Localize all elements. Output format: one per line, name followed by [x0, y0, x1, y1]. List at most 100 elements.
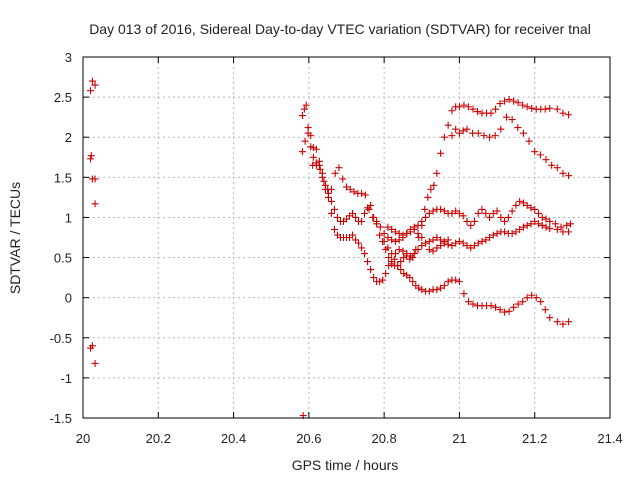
y-tick-label: 1.5	[54, 170, 72, 185]
data-point-marker	[548, 161, 556, 169]
data-point-marker	[482, 236, 490, 244]
data-point-marker	[418, 234, 426, 241]
data-point-marker	[382, 270, 390, 278]
y-tick-label: -1.5	[50, 411, 72, 426]
data-point-marker	[565, 228, 573, 236]
data-point-marker	[444, 278, 452, 286]
data-point-marker	[542, 223, 550, 231]
data-point-marker	[463, 217, 471, 225]
data-point-marker	[546, 104, 554, 112]
data-point-marker	[559, 169, 567, 177]
data-point-marker	[516, 225, 524, 233]
data-point-marker	[304, 129, 312, 137]
data-point-marker	[415, 284, 423, 292]
data-point-marker	[437, 205, 445, 213]
data-point-marker	[339, 175, 347, 183]
data-point-marker	[425, 238, 433, 246]
data-point-marker	[91, 175, 99, 183]
data-point-marker	[367, 266, 375, 274]
data-point-marker	[452, 239, 460, 247]
data-point-marker	[87, 152, 95, 160]
x-axis-label: GPS time / hours	[292, 457, 399, 473]
data-point-marker	[486, 133, 494, 141]
data-point-marker	[343, 183, 350, 191]
data-point-marker	[425, 209, 433, 217]
data-point-marker	[460, 101, 468, 109]
data-point-marker	[91, 200, 99, 208]
series-sat-a	[298, 96, 573, 270]
data-point-marker	[487, 109, 495, 117]
y-tick-label: 1	[65, 210, 72, 225]
data-point-marker	[474, 129, 482, 137]
data-point-marker	[553, 105, 561, 113]
data-point-marker	[559, 109, 567, 117]
data-point-marker	[384, 244, 392, 252]
data-markers	[87, 77, 574, 420]
data-point-marker	[391, 238, 399, 246]
data-point-marker	[302, 101, 310, 109]
data-point-marker	[455, 209, 463, 217]
data-point-marker	[501, 308, 509, 316]
data-point-marker	[430, 181, 438, 189]
x-tick-label: 21	[452, 431, 466, 446]
data-point-marker	[542, 156, 550, 164]
data-point-marker	[448, 132, 456, 140]
data-point-marker	[474, 209, 482, 217]
data-point-marker	[391, 255, 399, 263]
data-point-marker	[400, 270, 408, 278]
data-point-marker	[491, 132, 499, 140]
data-point-marker	[437, 242, 445, 250]
data-point-marker	[440, 207, 448, 215]
data-point-marker	[542, 215, 550, 223]
data-point-marker	[478, 205, 486, 213]
data-point-marker	[327, 197, 335, 205]
data-point-marker	[541, 306, 549, 314]
data-point-marker	[429, 247, 437, 255]
data-point-marker	[349, 209, 357, 217]
data-point-marker	[414, 221, 422, 229]
data-point-marker	[528, 104, 536, 112]
data-point-marker	[361, 250, 369, 258]
data-point-marker	[519, 199, 527, 207]
data-point-marker	[448, 242, 456, 250]
data-point-marker	[358, 189, 366, 197]
data-point-marker	[365, 205, 373, 213]
data-point-marker	[455, 103, 463, 111]
y-tick-labels: -1.5 -1 -0.5 0 0.5 1 1.5 2 2.5 3	[50, 50, 72, 426]
data-point-marker	[501, 228, 509, 236]
data-point-marker	[421, 205, 429, 213]
data-point-marker	[502, 113, 510, 121]
data-point-marker	[88, 342, 96, 350]
data-point-marker	[380, 229, 388, 237]
data-point-marker	[395, 229, 403, 237]
series-sat-b	[298, 129, 573, 328]
data-point-marker	[410, 225, 418, 233]
data-point-marker	[349, 231, 357, 239]
data-point-marker	[364, 258, 372, 266]
data-point-marker	[391, 250, 399, 258]
data-point-marker	[397, 266, 405, 274]
data-point-marker	[467, 221, 475, 229]
data-point-marker	[370, 274, 378, 282]
data-point-marker	[469, 300, 477, 308]
data-point-marker	[538, 213, 546, 221]
data-point-marker	[516, 197, 524, 205]
data-point-marker	[464, 103, 472, 111]
data-point-marker	[309, 161, 317, 169]
data-point-marker	[320, 177, 328, 185]
data-point-marker	[395, 246, 403, 254]
data-point-marker	[318, 173, 326, 181]
data-point-marker	[546, 314, 554, 322]
data-point-marker	[403, 250, 411, 258]
data-point-marker	[440, 239, 448, 247]
data-point-marker	[376, 231, 384, 239]
data-point-marker	[508, 116, 516, 124]
data-point-marker	[492, 303, 500, 311]
data-point-marker	[379, 276, 387, 284]
data-point-marker	[527, 220, 535, 228]
data-point-marker	[309, 153, 317, 161]
data-point-marker	[87, 87, 95, 95]
series-sat-e	[384, 217, 573, 255]
data-point-marker	[474, 239, 482, 247]
x-tick-label: 20.2	[146, 431, 171, 446]
